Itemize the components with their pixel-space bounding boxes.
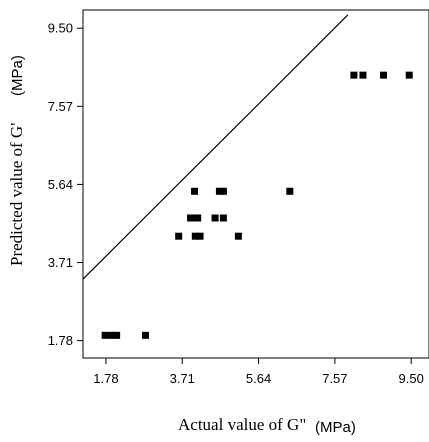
data-point [113, 331, 121, 339]
data-point [215, 187, 223, 195]
y-tick-label: 1.78 [48, 333, 73, 348]
data-point [191, 187, 199, 195]
data-point [359, 71, 367, 79]
x-tick-label: 3.71 [170, 371, 195, 386]
y-axis-unit: (MPa) [9, 55, 26, 96]
data-point [194, 214, 202, 222]
data-point [108, 331, 116, 339]
data-point [187, 214, 195, 222]
data-point [219, 187, 227, 195]
data-point [175, 232, 183, 240]
data-point [191, 232, 199, 240]
reference-line [82, 14, 349, 280]
x-axis-unit: (MPa) [315, 419, 356, 436]
data-point [380, 71, 388, 79]
plot-area-frame [82, 9, 429, 359]
y-axis-label: Predicted value of G' [7, 123, 26, 266]
data-point [101, 331, 109, 339]
y-axis-title: Predicted value of G' (MPa) [7, 55, 26, 266]
data-point [286, 187, 294, 195]
x-tick-label: 7.57 [322, 371, 347, 386]
x-tick-label: 5.64 [246, 371, 271, 386]
data-point [141, 331, 149, 339]
x-axis-label: Actual value of G" [178, 415, 306, 434]
data-point [211, 214, 219, 222]
data-point [196, 232, 204, 240]
data-point [350, 71, 358, 79]
y-tick-label: 5.64 [48, 177, 73, 192]
y-axis-ticks: 1.78 3.71 5.64 7.57 9.50 [48, 21, 83, 348]
y-tick-label: 7.57 [48, 99, 73, 114]
x-axis-title: Actual value of G" (MPa) [178, 415, 356, 436]
y-tick-label: 3.71 [48, 255, 73, 270]
x-axis-ticks: 1.78 3.71 5.64 7.57 9.50 [93, 358, 424, 386]
x-tick-label: 1.78 [93, 371, 118, 386]
x-tick-label: 9.50 [399, 371, 424, 386]
reference-line-layer [82, 14, 349, 280]
data-point [219, 214, 227, 222]
data-point [234, 232, 242, 240]
data-point [405, 71, 413, 79]
y-tick-label: 9.50 [48, 21, 73, 36]
data-points [101, 71, 413, 339]
